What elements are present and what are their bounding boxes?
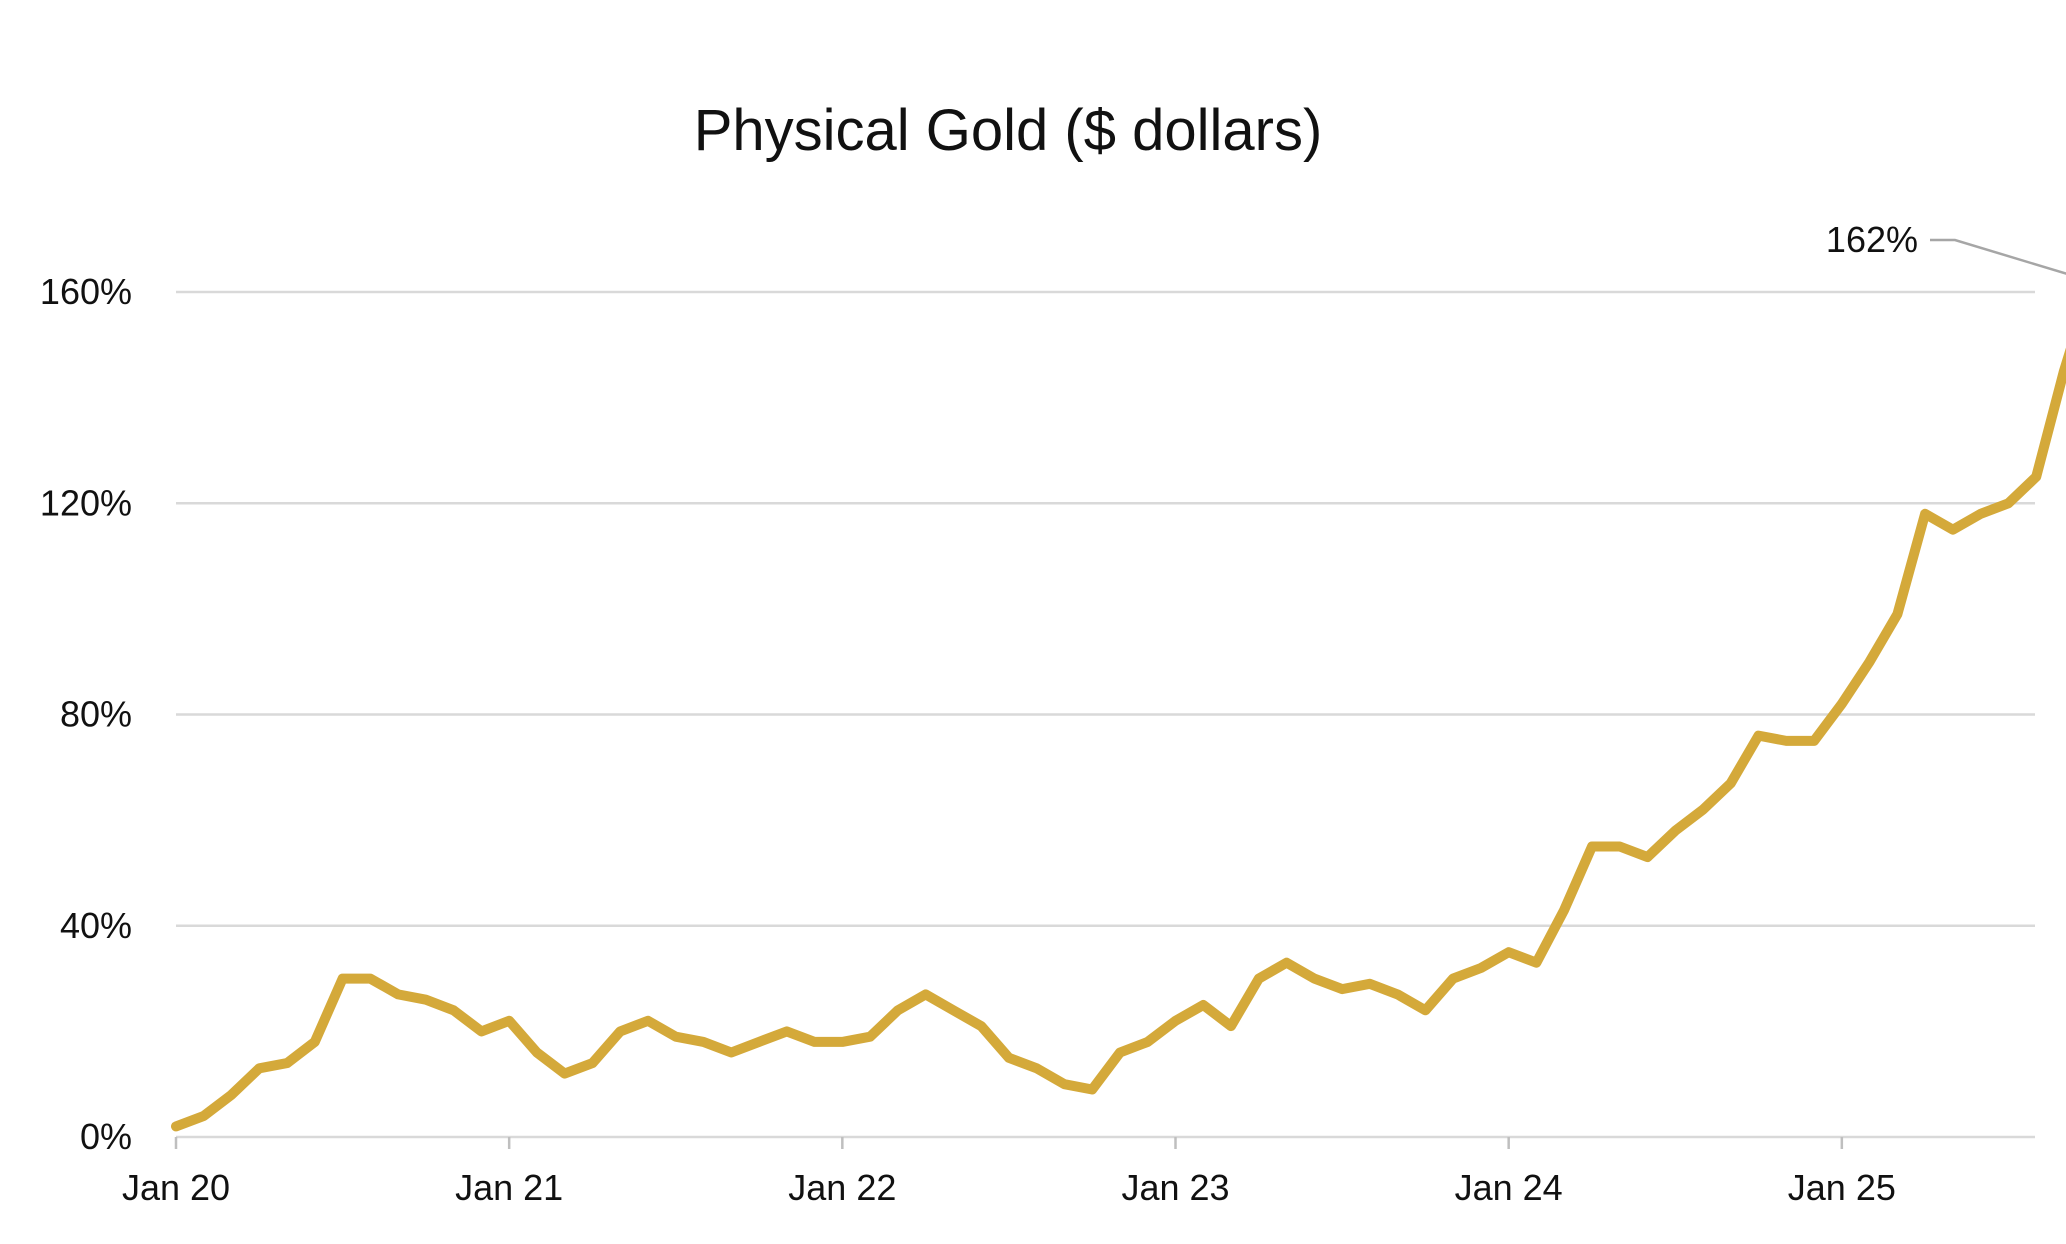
data-point: [1340, 987, 1345, 992]
data-point: [368, 976, 373, 981]
data-point: [701, 1039, 706, 1044]
data-point: [229, 1092, 234, 1097]
data-point: [1478, 966, 1483, 970]
data-point: [840, 1039, 845, 1044]
data-point: [1728, 781, 1733, 786]
data-point: [174, 1124, 178, 1129]
x-tick-label: Jan 23: [1121, 1167, 1229, 1208]
data-point: [1284, 960, 1289, 965]
data-point: [646, 1018, 650, 1023]
data-point: [1201, 1003, 1206, 1007]
data-point: [1923, 511, 1928, 516]
data-point: [1451, 976, 1456, 981]
data-point: [1145, 1039, 1150, 1044]
data-point: [1562, 907, 1567, 912]
data-point: [312, 1039, 317, 1044]
data-point: [423, 997, 428, 1002]
data-point: [812, 1039, 817, 1044]
data-point: [1673, 828, 1678, 833]
data-point: [1701, 807, 1705, 812]
data-point: [1006, 1055, 1011, 1060]
data-point: [1978, 511, 1983, 516]
data-point: [895, 1008, 900, 1013]
x-tick-label: Jan 22: [788, 1167, 896, 1208]
data-point: [1950, 527, 1955, 532]
data-point: [1534, 960, 1539, 965]
data-point: [507, 1018, 512, 1023]
x-tick-label: Jan 24: [1455, 1167, 1563, 1208]
data-point: [923, 992, 928, 997]
data-point: [534, 1050, 539, 1055]
x-tick-label: Jan 21: [455, 1167, 563, 1208]
data-point: [1312, 976, 1317, 981]
data-point: [979, 1024, 984, 1029]
axes: 0% 40% 80% 120% 160% Jan 20 Jan 21 Jan 22 Jan 23…: [40, 271, 2035, 1208]
data-point: [2061, 369, 2066, 374]
gridlines: [176, 290, 2035, 927]
data-point: [868, 1034, 873, 1039]
data-point: [451, 1008, 456, 1013]
data-point: [1645, 855, 1650, 860]
data-point: [1034, 1066, 1039, 1071]
data-point: [1590, 844, 1594, 849]
data-point: [1756, 733, 1761, 738]
data-point: [951, 1008, 956, 1013]
data-point: [285, 1061, 290, 1066]
data-point: [396, 992, 401, 997]
data-point: [1423, 1008, 1428, 1013]
series-layer: [171, 347, 2066, 1132]
data-point: [1173, 1018, 1178, 1023]
data-point: [479, 1029, 484, 1034]
data-point: [340, 976, 345, 981]
data-point: [1839, 701, 1844, 706]
chart-title: Physical Gold ($ dollars): [694, 98, 1323, 163]
x-tick-label: Jan 20: [122, 1167, 230, 1208]
data-point: [257, 1066, 262, 1071]
data-point: [1367, 981, 1372, 986]
y-tick-label: 160%: [40, 271, 132, 312]
data-point: [1062, 1082, 1067, 1087]
y-tick-label: 0%: [80, 1116, 132, 1157]
data-point: [1812, 738, 1817, 743]
data-point: [1229, 1024, 1233, 1029]
data-point: [784, 1029, 789, 1034]
data-point: [201, 1113, 206, 1118]
y-tick-label: 80%: [60, 694, 132, 735]
data-point: [2034, 474, 2039, 479]
series-line-physical-gold: [171, 347, 2066, 1132]
data-point: [1617, 844, 1622, 849]
data-point: [1867, 659, 1872, 664]
data-point: [1395, 992, 1400, 997]
data-point: [562, 1071, 567, 1076]
data-point: [1895, 612, 1900, 617]
data-point: [673, 1034, 678, 1039]
data-point: [1118, 1050, 1122, 1055]
end-value-label: 162%: [1826, 219, 1918, 260]
data-point: [618, 1029, 623, 1034]
data-point: [1784, 738, 1789, 743]
data-point: [1256, 976, 1261, 981]
data-point: [1090, 1087, 1095, 1092]
y-tick-label: 40%: [60, 905, 132, 946]
annotation-layer: 162%: [1826, 219, 2066, 275]
data-point: [2006, 501, 2011, 506]
data-point: [729, 1050, 734, 1055]
annotation-leader-line: [1930, 238, 2066, 275]
data-point: [590, 1061, 595, 1066]
y-tick-label: 120%: [40, 482, 132, 523]
x-tick-label: Jan 25: [1788, 1167, 1896, 1208]
data-point: [757, 1039, 761, 1044]
data-point: [1506, 950, 1511, 955]
